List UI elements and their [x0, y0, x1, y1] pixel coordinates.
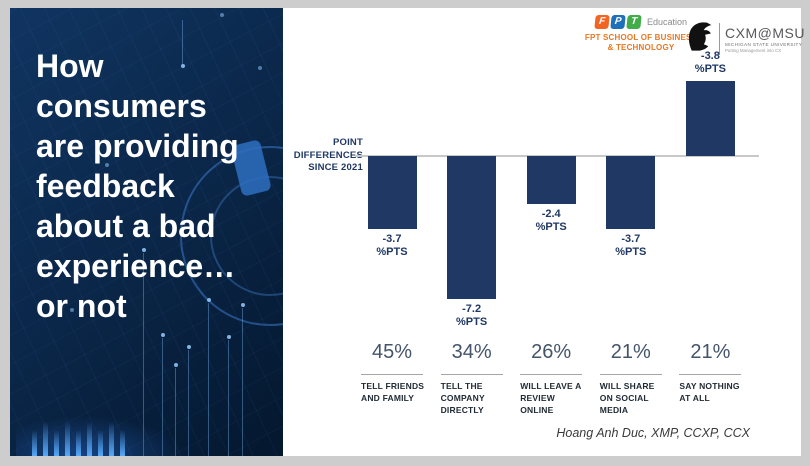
title-line: feedback: [36, 168, 175, 204]
circuit-dot: [206, 298, 211, 302]
category-label: TELL FRIENDS AND FAMILY: [361, 381, 425, 403]
category-divider: [520, 374, 583, 375]
axis-label-line: SINCE 2021: [308, 162, 363, 173]
title-line: about a bad: [36, 208, 216, 244]
glow-streak: [120, 430, 125, 456]
bar: [367, 156, 417, 230]
percentage-label: 26%: [531, 341, 572, 363]
title-line: consumers: [36, 88, 207, 124]
circuit-dot: [141, 248, 146, 252]
percentage-label: 21%: [610, 341, 651, 363]
bar: [447, 156, 497, 299]
fpt-letter-icon: T: [626, 15, 642, 29]
slide: How consumers are providing feedback abo…: [10, 8, 804, 456]
bar-value-label: -2.4 %PTS: [535, 207, 567, 233]
category-divider: [440, 374, 503, 375]
cxm-tagline: Putting Management into CX: [725, 47, 782, 53]
fpt-education-label: Education: [646, 17, 688, 27]
category-label: WILL SHARE ON SOCIAL MEDIA: [599, 381, 655, 415]
circuit-dot: [186, 345, 191, 349]
circuit-dot: [180, 64, 185, 68]
y-axis-label: POINT DIFFERENCES SINCE 2021: [253, 137, 363, 175]
bar-value-label: -7.2 %PTS: [456, 302, 488, 328]
logo-divider: [719, 22, 720, 55]
circuit-line: [188, 350, 189, 456]
title-panel: How consumers are providing feedback abo…: [10, 8, 283, 456]
title-line: How: [36, 48, 104, 84]
glow-streak: [54, 430, 59, 456]
fpt-logo: F P T Education FPT SCHOOL OF BUSINESS &…: [575, 15, 707, 53]
circuit-dot: [160, 333, 165, 337]
percentage-label: 34%: [451, 341, 492, 363]
glow-streak: [98, 430, 103, 456]
category-divider: [361, 374, 423, 375]
bar: [606, 156, 656, 230]
circuit-line: [182, 20, 183, 64]
percentage-label: 45%: [371, 341, 413, 363]
bar-value-label: -3.8 %PTS: [694, 49, 726, 75]
category-divider: [599, 374, 662, 375]
glow-streak: [65, 422, 70, 456]
category-divider: [679, 374, 742, 375]
category-label: TELL THE COMPANY DIRECTLY: [440, 381, 485, 415]
category-label: WILL LEAVE A REVIEW ONLINE: [520, 381, 582, 415]
spartan-helmet-icon: [686, 20, 714, 57]
attribution-text: Hoang Anh Duc, XMP, CCXP, CCX: [556, 426, 750, 440]
glow-streak: [76, 430, 81, 456]
circuit-line: [242, 308, 243, 456]
axis-label-line: POINT: [332, 137, 363, 148]
circuit-line: [228, 340, 229, 456]
fpt-school-line: FPT SCHOOL OF BUSINESS: [584, 33, 698, 42]
glow-streak: [32, 430, 37, 456]
circuit-dot: [105, 163, 109, 167]
page-title: How consumers are providing feedback abo…: [36, 46, 239, 326]
circuit-dot: [226, 335, 231, 339]
axis-label-line: DIFFERENCES: [293, 149, 363, 161]
circuit-line: [162, 338, 163, 456]
bar-value-label: -3.7 %PTS: [615, 233, 647, 259]
category-label: SAY NOTHING AT ALL: [679, 381, 740, 403]
fpt-school-line: & TECHNOLOGY: [607, 43, 675, 52]
percentage-label: 21%: [690, 341, 731, 363]
circuit-line: [175, 368, 176, 456]
title-line: or not: [36, 288, 127, 324]
circuit-dot: [220, 13, 224, 17]
circuit-dot: [258, 66, 262, 70]
cxm-name: CXM@MSU: [725, 24, 805, 41]
bar: [685, 80, 735, 156]
circuit-dot: [70, 308, 74, 312]
circuit-dot: [173, 363, 178, 367]
title-line: are providing: [36, 128, 239, 164]
bar: [526, 156, 576, 204]
fpt-letter-icon: F: [594, 15, 610, 29]
circuit-line: [143, 253, 144, 456]
glow-streak: [87, 422, 92, 456]
glow-streak: [43, 422, 48, 456]
fpt-letter-icon: P: [610, 15, 626, 29]
cxm-msu-logo: CXM@MSU MICHIGAN STATE UNIVERSITY Puttin…: [686, 20, 805, 57]
circuit-dot: [240, 303, 245, 307]
bar-value-label: -3.7 %PTS: [376, 233, 408, 259]
circuit-line: [208, 303, 209, 456]
glow-streak: [109, 422, 114, 456]
cxm-university: MICHIGAN STATE UNIVERSITY: [725, 41, 803, 47]
title-line: experience…: [36, 248, 236, 284]
